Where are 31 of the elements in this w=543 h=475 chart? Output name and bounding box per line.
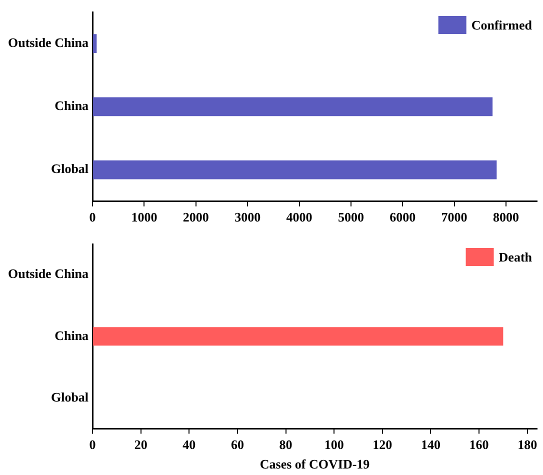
x-tick-label: 5000 xyxy=(338,210,364,225)
x-tick-label: 20 xyxy=(134,436,148,452)
y-tick-label: Global xyxy=(50,389,89,404)
x-tick-label: 120 xyxy=(372,436,392,452)
x-tick-label: 60 xyxy=(230,436,244,452)
y-tick-label: Global xyxy=(50,161,89,176)
x-tick-label: 160 xyxy=(469,436,489,452)
x-tick-label: 4000 xyxy=(286,210,312,225)
x-tick-label: 40 xyxy=(182,436,196,452)
bar xyxy=(93,97,493,116)
x-tick-label: 8000 xyxy=(492,210,519,225)
legend-label: Confirmed xyxy=(471,17,533,32)
x-tick-label: 0 xyxy=(89,210,96,225)
y-tick-label: Outside China xyxy=(8,34,90,50)
x-axis-title: Cases of COVID-19 xyxy=(260,456,370,472)
x-tick-label: 140 xyxy=(420,436,440,452)
x-tick-label: 1000 xyxy=(131,210,158,225)
y-tick-label: China xyxy=(54,328,90,343)
legend-label: Death xyxy=(498,249,533,264)
y-tick-label: Outside China xyxy=(8,266,90,282)
y-tick-label: China xyxy=(54,98,90,114)
x-tick-label: 100 xyxy=(324,436,344,452)
x-tick-label: 6000 xyxy=(390,210,416,225)
x-tick-label: 180 xyxy=(518,436,538,452)
bar xyxy=(93,34,97,54)
x-tick-label: 2000 xyxy=(182,210,209,225)
x-tick-label: 7000 xyxy=(441,210,468,225)
x-tick-label: 3000 xyxy=(234,210,261,225)
x-tick-label: 80 xyxy=(279,436,292,452)
x-tick-label: 0 xyxy=(89,436,96,452)
bar xyxy=(93,160,497,180)
